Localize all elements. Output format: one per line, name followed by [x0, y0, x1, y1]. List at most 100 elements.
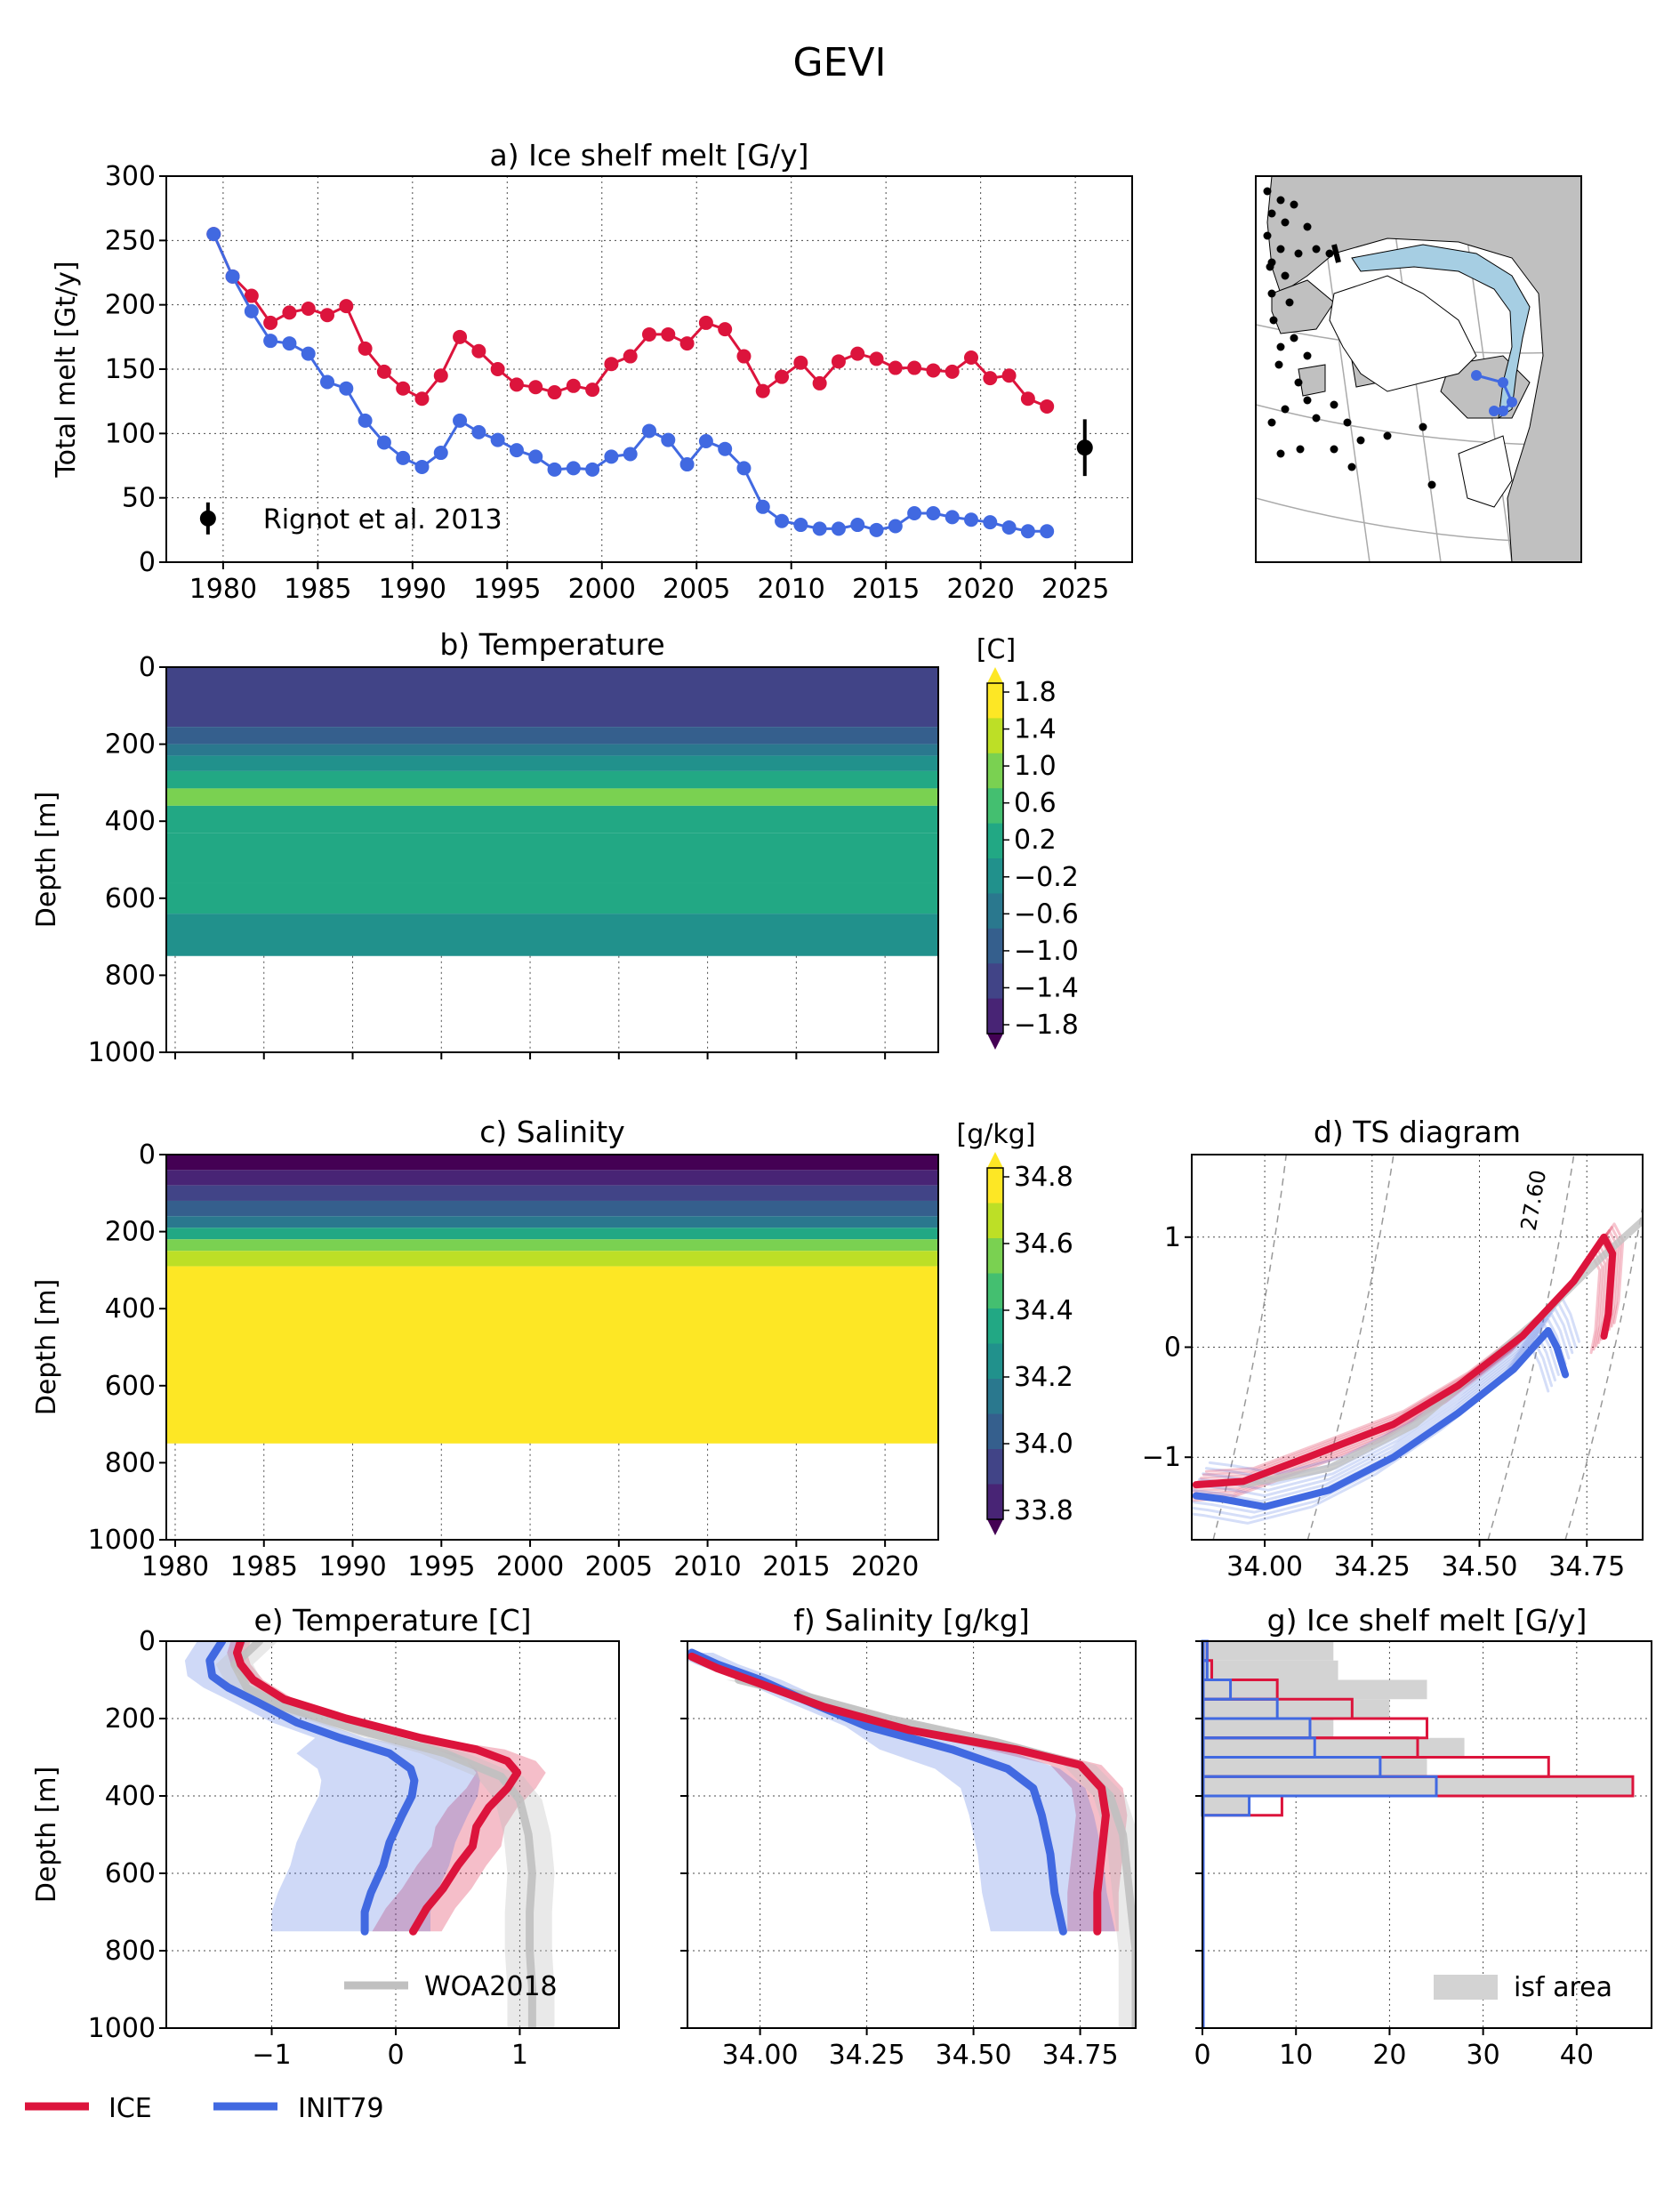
- colorbar-extend-bottom: [987, 1519, 1003, 1535]
- data-point-init79: [320, 374, 334, 390]
- data-point-init79: [471, 424, 486, 439]
- data-point-ice: [509, 377, 524, 392]
- data-point-ice: [414, 391, 430, 407]
- map-station-dot: [1383, 431, 1392, 440]
- panel-g-melt-histogram: isf area 0 10 20 30 40 g) Ice shelf melt [G/y]: [1194, 1603, 1652, 2071]
- colorbar-segment: [987, 1203, 1003, 1239]
- data-point-ice: [320, 308, 334, 323]
- colorbar-segment: [987, 788, 1003, 825]
- x-tick-label: 1995: [407, 1551, 475, 1582]
- data-point-ice: [263, 315, 278, 330]
- data-point-init79: [926, 506, 941, 521]
- y-tick-label: 800: [105, 960, 156, 991]
- data-point-init79: [301, 346, 316, 361]
- data-point-ice: [812, 375, 827, 390]
- x-tick-label: 2020: [946, 574, 1014, 605]
- map-station-dot: [1285, 298, 1294, 307]
- y-tick-label: 400: [105, 1781, 156, 1812]
- data-point-ice: [453, 329, 468, 344]
- data-point-init79: [623, 447, 638, 462]
- y-tick-label: 800: [105, 1447, 156, 1478]
- map-land: [1266, 176, 1581, 562]
- series-line-woa2018: [1239, 1217, 1643, 1489]
- data-point-init79: [528, 449, 543, 464]
- colorbar-segment: [987, 928, 1003, 964]
- colorbar-tick-label: 1.4: [1014, 714, 1057, 745]
- x-tick-label: 2015: [852, 574, 920, 605]
- axes-frame: [165, 666, 939, 1053]
- data-point-init79: [679, 457, 695, 472]
- y-tick-label: 1000: [88, 1525, 156, 1556]
- panel-c-salinity-hovmoller: 1980 1985 1990 1995 2000 2005 2010 2015 2020 0 200…: [31, 1115, 1073, 1582]
- data-point-init79: [509, 443, 524, 458]
- data-point-ice: [547, 385, 562, 400]
- map-section-point: [1498, 406, 1508, 416]
- colorbar-segment: [987, 858, 1003, 894]
- data-point-ice: [528, 380, 543, 395]
- map-station-dot: [1276, 342, 1285, 351]
- heatmap-band: [166, 770, 938, 789]
- colorbar-segment: [987, 1168, 1003, 1204]
- panel-title: f) Salinity [g/kg]: [793, 1603, 1029, 1638]
- map-station-dot: [1294, 378, 1303, 387]
- series-line-init79: [205, 1641, 419, 1936]
- series-line-ice: [233, 1641, 522, 1936]
- data-point-init79: [604, 449, 619, 464]
- legend-ice-label: ICE: [109, 2093, 152, 2124]
- data-point-ice: [793, 355, 808, 370]
- data-point-ice: [1040, 399, 1055, 414]
- data-point-init79: [1001, 519, 1017, 535]
- map-peninsula: [1329, 275, 1477, 392]
- data-point-init79: [490, 432, 505, 447]
- heatmap-band: [166, 744, 938, 756]
- colorbar-tick-label: 34.2: [1014, 1362, 1073, 1393]
- data-point-ice: [698, 315, 713, 330]
- colorbar-tick-label: 1.0: [1014, 751, 1057, 782]
- colorbar-tick-label: −0.6: [1014, 898, 1079, 930]
- data-point-init79: [812, 521, 827, 536]
- legend-isf-patch: [1434, 1975, 1498, 2000]
- y-tick-label: 100: [105, 418, 156, 449]
- heatmap-band: [166, 1155, 938, 1171]
- data-point-init79: [718, 441, 733, 456]
- data-point-init79: [736, 461, 752, 476]
- data-point-init79: [869, 522, 884, 537]
- data-point-init79: [661, 432, 676, 447]
- map-station-dot: [1276, 245, 1285, 254]
- data-point-ice: [679, 336, 695, 351]
- y-tick-label: 600: [105, 883, 156, 914]
- map-station-dot: [1281, 405, 1290, 414]
- data-point-init79: [206, 227, 221, 242]
- data-point-init79: [244, 303, 259, 318]
- colorbar-frame: [986, 682, 1004, 1035]
- colorbar-segment: [987, 1484, 1003, 1520]
- colorbar-tick-label: 0.2: [1014, 825, 1057, 856]
- map-station-dot: [1294, 249, 1303, 258]
- map-station-dot: [1290, 334, 1298, 342]
- map-section-point: [1471, 370, 1482, 381]
- data-point-init79: [585, 462, 600, 477]
- colorbar-tick-label: −0.2: [1014, 862, 1079, 893]
- data-point-init79: [396, 450, 411, 465]
- map-island: [1271, 279, 1335, 334]
- series-line-ice: [1192, 1233, 1617, 1489]
- colorbar-tick-label: 34.4: [1014, 1295, 1073, 1326]
- colorbar-segment: [987, 823, 1003, 859]
- data-point-ice: [888, 360, 903, 375]
- x-tick-label: 2010: [673, 1551, 741, 1582]
- colorbar-tick-label: 34.6: [1014, 1228, 1073, 1260]
- map-station-dot: [1267, 209, 1276, 218]
- map-station-dot: [1330, 400, 1338, 409]
- heatmap-band: [166, 667, 938, 728]
- colorbar-tick-label: 34.8: [1014, 1162, 1073, 1193]
- data-point-ice: [244, 288, 259, 303]
- y-tick-label: 0: [139, 547, 156, 578]
- colorbar-segment: [987, 893, 1003, 930]
- x-tick-label: 2010: [758, 574, 825, 605]
- heatmap-band: [166, 805, 938, 833]
- map-station-dot: [1330, 445, 1338, 454]
- legend-isf-label: isf area: [1514, 1972, 1612, 2003]
- map-station-dot: [1312, 414, 1321, 423]
- heatmap-band: [166, 727, 938, 745]
